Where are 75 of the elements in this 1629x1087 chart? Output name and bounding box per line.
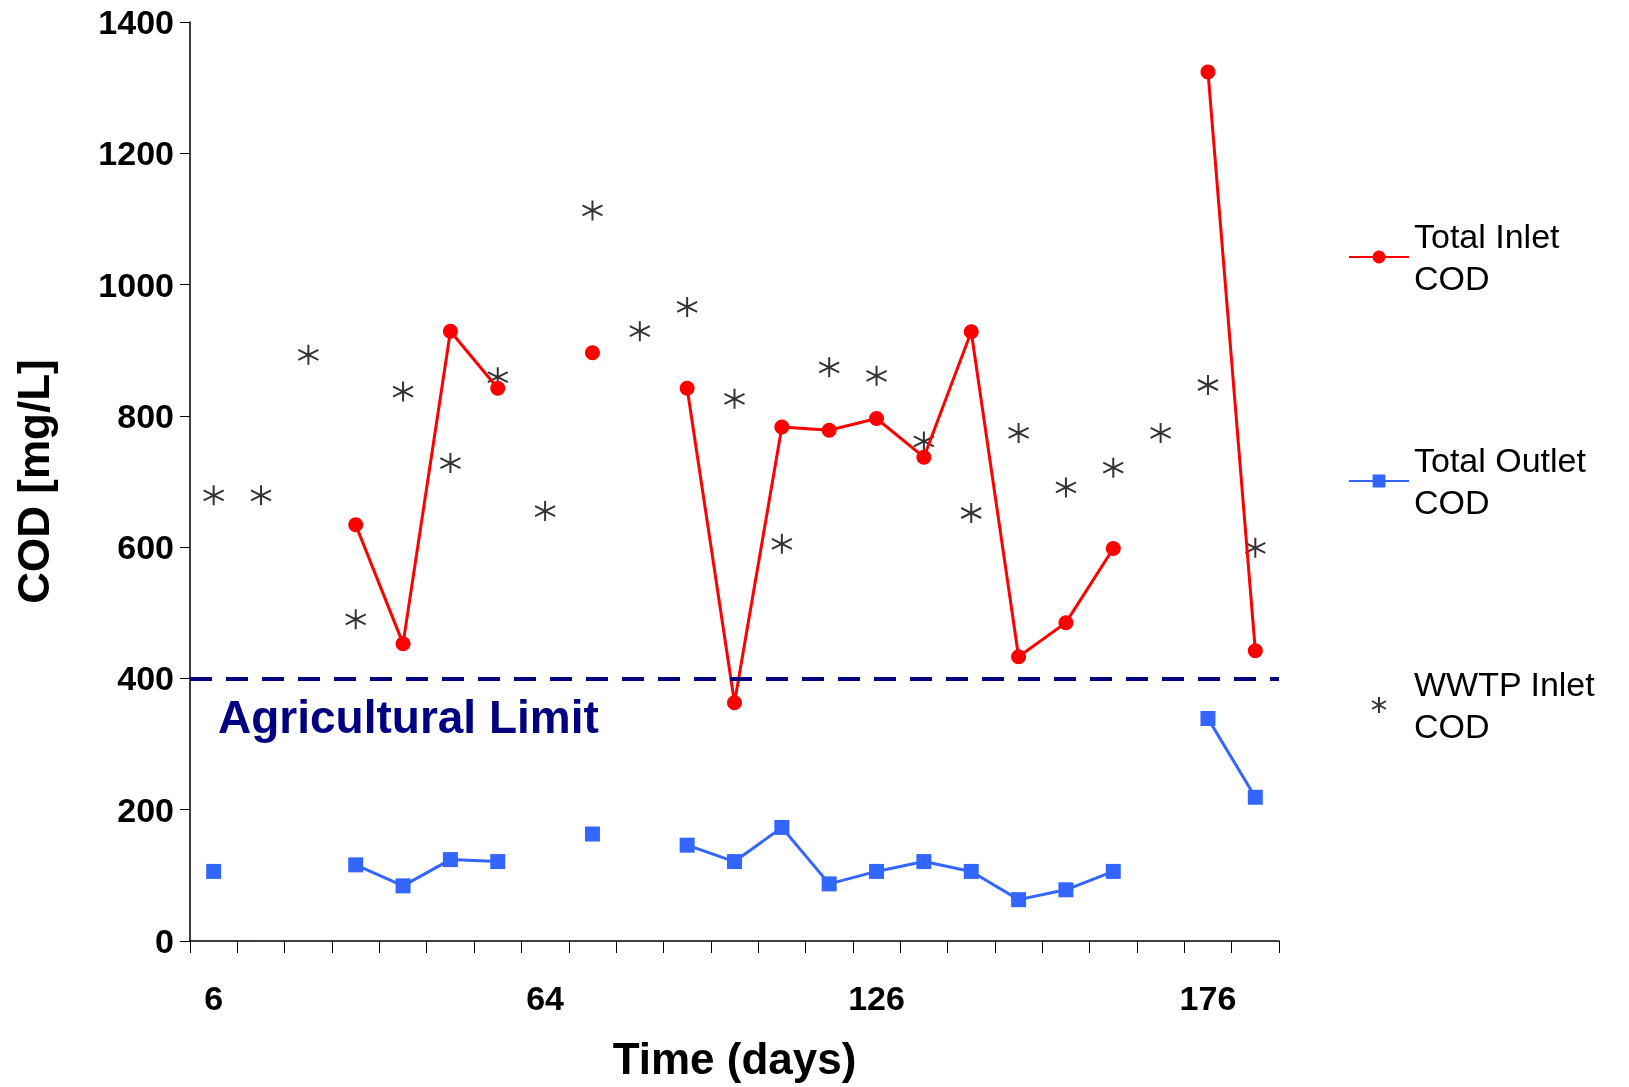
point bbox=[1058, 615, 1074, 631]
point bbox=[1200, 710, 1216, 726]
point bbox=[1105, 540, 1121, 556]
point bbox=[584, 345, 600, 361]
point bbox=[439, 452, 462, 475]
point bbox=[581, 199, 604, 222]
y-tick-label: 1400 bbox=[98, 3, 174, 41]
point bbox=[1247, 789, 1263, 805]
point bbox=[348, 517, 364, 533]
point bbox=[206, 863, 222, 879]
point bbox=[250, 484, 273, 507]
point bbox=[963, 324, 979, 340]
point bbox=[1054, 476, 1077, 499]
point bbox=[490, 380, 506, 396]
point bbox=[963, 863, 979, 879]
y-tick-label: 1200 bbox=[98, 134, 174, 173]
y-tick-label: 800 bbox=[117, 396, 174, 435]
point bbox=[1244, 536, 1267, 559]
point bbox=[490, 854, 506, 870]
point bbox=[818, 356, 841, 379]
x-tick-label: 176 bbox=[1179, 979, 1237, 1017]
point bbox=[1102, 456, 1125, 479]
y-tick-label: 600 bbox=[117, 528, 174, 567]
point bbox=[584, 826, 600, 842]
x-tick-label: 126 bbox=[848, 979, 905, 1017]
point bbox=[774, 419, 790, 435]
point bbox=[916, 449, 932, 465]
ref-line-label: Agricultural Limit bbox=[218, 691, 599, 744]
point bbox=[297, 343, 320, 366]
point bbox=[865, 364, 888, 387]
legend-label: Total Outlet COD bbox=[1414, 441, 1596, 521]
point bbox=[727, 695, 742, 711]
point bbox=[679, 837, 695, 853]
point bbox=[395, 878, 411, 894]
point bbox=[916, 854, 932, 870]
point bbox=[348, 857, 364, 873]
point bbox=[628, 320, 651, 343]
point bbox=[1105, 863, 1121, 879]
point bbox=[395, 636, 411, 652]
point bbox=[821, 422, 837, 438]
point bbox=[774, 819, 790, 835]
point bbox=[392, 380, 415, 403]
point bbox=[534, 500, 557, 523]
x-tick-label: 64 bbox=[526, 979, 565, 1017]
point bbox=[344, 608, 367, 631]
point bbox=[202, 484, 225, 507]
point bbox=[912, 430, 935, 453]
y-tick-label: 200 bbox=[117, 790, 174, 829]
point bbox=[1058, 882, 1074, 898]
point bbox=[1007, 421, 1030, 444]
point bbox=[821, 876, 837, 892]
x-axis-title: Time (days) bbox=[612, 1033, 857, 1083]
x-tick-label: 6 bbox=[204, 979, 224, 1017]
point bbox=[869, 410, 885, 426]
legend-label: Total Inlet COD bbox=[1414, 217, 1569, 297]
point bbox=[1011, 892, 1027, 908]
y-tick-label: 400 bbox=[117, 659, 174, 698]
point bbox=[676, 295, 699, 318]
point bbox=[679, 380, 695, 396]
point bbox=[723, 387, 746, 410]
point bbox=[727, 854, 742, 870]
point bbox=[770, 532, 793, 555]
point bbox=[960, 502, 983, 525]
point bbox=[1149, 421, 1172, 444]
point bbox=[1247, 643, 1263, 659]
legend-label: WWTP Inlet COD bbox=[1414, 665, 1605, 745]
point bbox=[1011, 649, 1027, 665]
point bbox=[442, 852, 458, 868]
point bbox=[1196, 374, 1219, 397]
y-axis-title: COD [mg/L] bbox=[8, 359, 58, 604]
y-tick-label: 0 bbox=[155, 922, 174, 960]
y-tick-label: 1000 bbox=[98, 265, 174, 304]
point bbox=[1200, 64, 1216, 80]
point bbox=[442, 323, 458, 339]
point bbox=[869, 863, 885, 879]
